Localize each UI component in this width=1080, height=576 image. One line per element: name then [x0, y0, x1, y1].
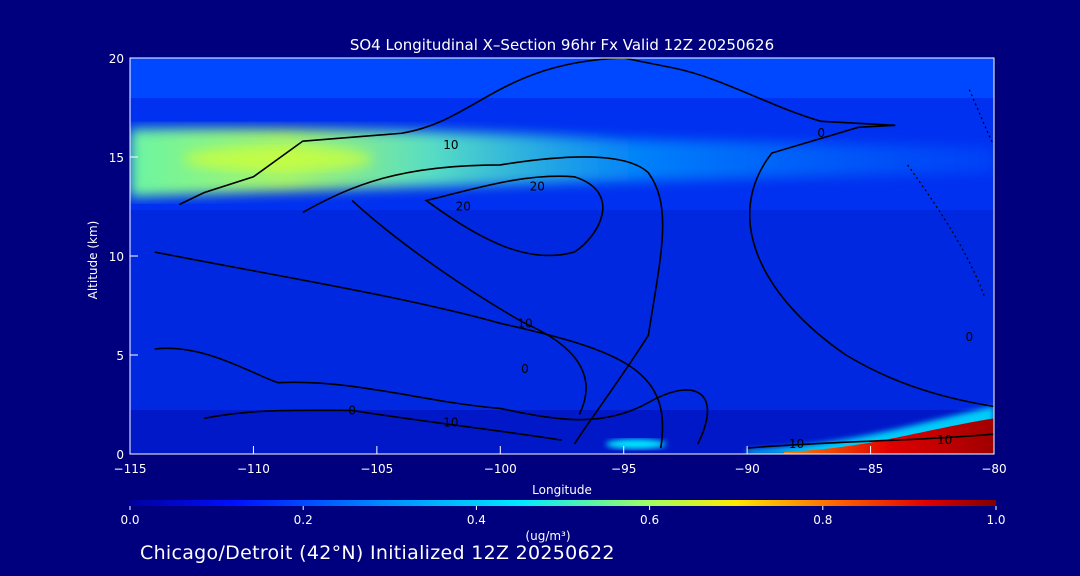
y-tick-label: 0 [116, 448, 124, 462]
x-tick-label: −110 [237, 462, 270, 476]
contour-label: 10 [937, 433, 952, 447]
contour-label: 0 [817, 126, 825, 140]
surface-plume-field [606, 406, 994, 454]
surface-plume-east [784, 418, 994, 454]
contour-label: 10 [789, 437, 804, 451]
contour-line [154, 347, 709, 445]
x-tick-label: −115 [114, 462, 147, 476]
colorbar [130, 500, 996, 506]
x-tick-label: −80 [981, 462, 1006, 476]
x-tick-label: −100 [484, 462, 517, 476]
colorbar-tick-label: 0.8 [813, 513, 832, 527]
contour-line [203, 409, 563, 441]
contour-line [424, 175, 604, 257]
contour-line [179, 58, 994, 408]
y-tick-label: 5 [116, 349, 124, 363]
colorbar-tick-label: 0.2 [294, 513, 313, 527]
contour-label: 10 [517, 316, 532, 330]
chart-title: SO4 Longitudinal X–Section 96hr Fx Valid… [350, 36, 774, 54]
y-tick-label: 10 [109, 250, 124, 264]
x-tick-label: −105 [360, 462, 393, 476]
contour-line [747, 433, 994, 449]
y-axis-label: Altitude (km) [86, 221, 100, 300]
colorbar-label: (ug/m³) [525, 529, 570, 543]
x-tick-label: −90 [734, 462, 759, 476]
contour-label: 0 [965, 330, 973, 344]
contour-label: 20 [530, 180, 545, 194]
surface-spot [606, 439, 667, 450]
colorbar-tick-label: 0.4 [467, 513, 486, 527]
contour-labels: 10 20 20 0 10 0 0 10 10 10 0 [348, 126, 973, 451]
x-axis-label: Longitude [532, 483, 592, 497]
upper-layer-band [130, 128, 994, 197]
contour-line-negative [907, 89, 994, 296]
colorbar-tick-label: 0.6 [640, 513, 659, 527]
x-tick-label: −95 [611, 462, 636, 476]
colorbar-ticks: 0.0 0.2 0.4 0.6 0.8 1.0 [120, 506, 1006, 527]
colorbar-tick-label: 0.0 [120, 513, 139, 527]
y-tick-label: 20 [109, 52, 124, 66]
y-tick-label: 15 [109, 151, 124, 165]
contour-line [351, 199, 587, 415]
y-axis: 0 5 10 15 20 [109, 52, 138, 462]
colorbar-tick-label: 1.0 [986, 513, 1005, 527]
footer-caption: Chicago/Detroit (42°N) Initialized 12Z 2… [140, 542, 615, 564]
contour-label: 10 [443, 415, 458, 429]
contour-line [302, 156, 664, 445]
contour-label: 10 [443, 138, 458, 152]
heatmap-field [130, 58, 994, 454]
contour-label: 20 [456, 200, 471, 214]
contour-line [154, 251, 664, 449]
contour-label: 0 [348, 403, 356, 417]
contour-label: 0 [521, 362, 529, 376]
contour-lines [154, 58, 994, 449]
x-tick-label: −85 [858, 462, 883, 476]
x-axis: −115 −110 −105 −100 −95 −90 −85 −80 [114, 446, 1007, 476]
